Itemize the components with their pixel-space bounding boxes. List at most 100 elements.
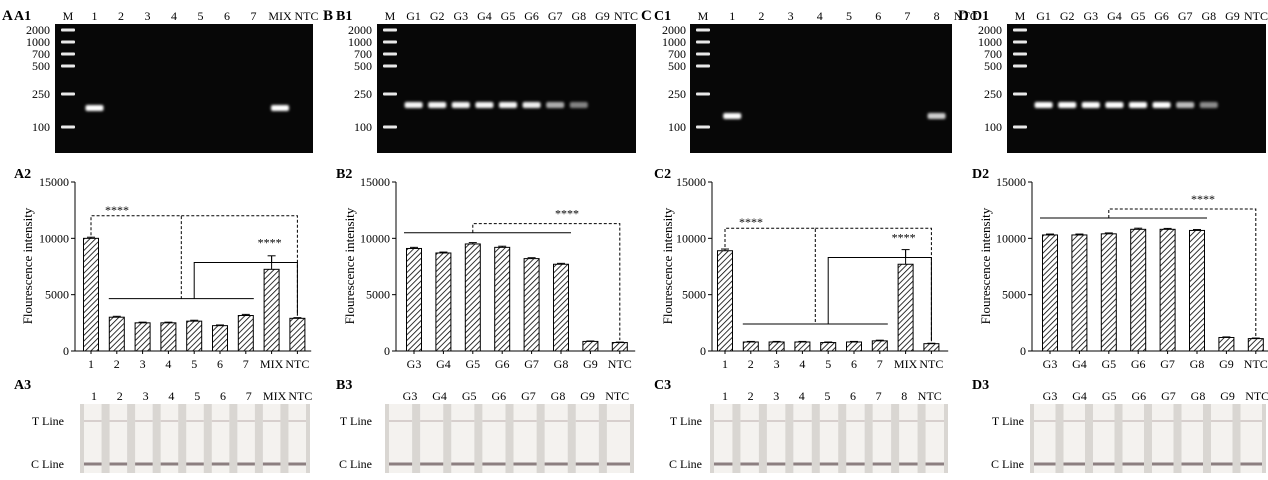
ladder-band bbox=[61, 40, 75, 44]
c-line-mark bbox=[211, 462, 230, 466]
significance-label: **** bbox=[555, 207, 579, 221]
ladder-band bbox=[1013, 64, 1027, 68]
ladder-label: 700 bbox=[354, 47, 372, 61]
strip-lane-label: 2 bbox=[117, 389, 123, 403]
t-line-mark bbox=[1063, 420, 1085, 422]
x-tick-label: 6 bbox=[851, 357, 857, 371]
y-tick-label: 0 bbox=[384, 344, 390, 358]
ladder-band bbox=[696, 64, 710, 68]
ladder-band bbox=[696, 92, 710, 96]
strip-label: A3 bbox=[14, 378, 31, 393]
gel-lane-label: G5 bbox=[1131, 9, 1146, 23]
gel-band bbox=[1176, 102, 1195, 108]
ladder-label: 1000 bbox=[662, 35, 686, 49]
x-tick-label: 3 bbox=[774, 357, 780, 371]
strip-label: B3 bbox=[336, 378, 352, 393]
strip-lane-label: G8 bbox=[1191, 389, 1206, 403]
ladder-label: 500 bbox=[668, 59, 686, 73]
y-axis-title: Flourescence intensity bbox=[978, 207, 993, 324]
chart-label: A2 bbox=[14, 167, 31, 182]
gel-lane-label: G3 bbox=[453, 9, 468, 23]
c-line-mark bbox=[262, 462, 281, 466]
strip-lane-label: G7 bbox=[1161, 389, 1176, 403]
bar bbox=[160, 322, 177, 352]
ladder-label: 1000 bbox=[348, 35, 372, 49]
c-line-mark bbox=[109, 462, 128, 466]
significance-bracket bbox=[472, 223, 621, 341]
ladder-band bbox=[1013, 52, 1027, 56]
t-line-mark bbox=[544, 420, 568, 422]
gel-lane-label: G4 bbox=[477, 9, 492, 23]
significance-label: **** bbox=[1191, 192, 1215, 206]
gel-lane-label: G3 bbox=[1083, 9, 1098, 23]
strip-lane-label: G9 bbox=[580, 389, 595, 403]
strip-lane-label: 4 bbox=[799, 389, 805, 403]
strip-lane-label: NTC bbox=[605, 389, 629, 403]
c-line-mark bbox=[544, 462, 568, 466]
x-tick-label: 2 bbox=[748, 357, 754, 371]
ladder-band bbox=[383, 92, 397, 96]
gel-band bbox=[1105, 102, 1124, 108]
t-line-mark bbox=[925, 420, 944, 422]
ladder-label: 250 bbox=[984, 87, 1002, 101]
strip-lane-label: 7 bbox=[876, 389, 882, 403]
gel-lane-label: G9 bbox=[1225, 9, 1240, 23]
bar bbox=[134, 322, 151, 352]
t-line-mark bbox=[109, 420, 128, 422]
strip-lane-label: 3 bbox=[773, 389, 779, 403]
strip-label: D3 bbox=[972, 378, 989, 393]
strip-lane-label: MIX bbox=[263, 389, 287, 403]
ladder-band bbox=[383, 52, 397, 56]
t-line-mark bbox=[211, 420, 230, 422]
gel-lane-label: G7 bbox=[1178, 9, 1193, 23]
gel-label: C1 bbox=[654, 9, 671, 24]
panel-letter-b: B bbox=[323, 8, 333, 24]
x-tick-label: G3 bbox=[407, 357, 422, 371]
gel-lane-label: 2 bbox=[118, 9, 124, 23]
gel-band bbox=[927, 113, 946, 119]
ladder-label: 700 bbox=[32, 47, 50, 61]
bar bbox=[435, 252, 452, 352]
x-tick-label: G7 bbox=[1160, 357, 1175, 371]
c-line-mark bbox=[135, 462, 153, 466]
y-tick-label: 5000 bbox=[1002, 288, 1026, 302]
bar-chart-d2: D2 0 5000 10000 15000 Flourescence intensity G… bbox=[972, 167, 1268, 371]
x-tick-label: G5 bbox=[465, 357, 480, 371]
ladder-label: 2000 bbox=[26, 23, 50, 37]
strip-lane-label: 5 bbox=[824, 389, 830, 403]
c-line-mark bbox=[766, 462, 786, 466]
strip-lane-label: 1 bbox=[91, 389, 97, 403]
x-tick-label: G7 bbox=[524, 357, 539, 371]
bar bbox=[717, 250, 733, 352]
t-line-label: T Line bbox=[670, 414, 702, 428]
chart-label: B2 bbox=[336, 167, 352, 182]
x-tick-label: 3 bbox=[140, 357, 146, 371]
chart-label: C2 bbox=[654, 167, 671, 182]
c-line-mark bbox=[160, 462, 179, 466]
c-line-mark bbox=[237, 462, 255, 466]
bar bbox=[1042, 234, 1058, 352]
x-tick-label: NTC bbox=[1244, 357, 1268, 371]
x-tick-label: MIX bbox=[260, 357, 284, 371]
c-line-mark bbox=[186, 462, 204, 466]
bar bbox=[582, 340, 599, 352]
y-tick-label: 15000 bbox=[996, 175, 1026, 189]
c-line-mark bbox=[482, 462, 506, 466]
ladder-band bbox=[383, 40, 397, 44]
gel-band bbox=[85, 105, 104, 111]
t-line-label: T Line bbox=[340, 414, 372, 428]
ladder-label: 100 bbox=[354, 120, 372, 134]
c-line-mark bbox=[899, 462, 918, 466]
strip-lane-label: G5 bbox=[462, 389, 477, 403]
test-strip-panel-c3: C3 1 2 3 4 5 6 7 8 NTC T Line C Line bbox=[654, 378, 948, 473]
x-tick-label: 5 bbox=[825, 357, 831, 371]
ladder-label: 100 bbox=[32, 120, 50, 134]
bar bbox=[820, 342, 837, 352]
significance-bracket bbox=[1108, 208, 1257, 337]
ladder-band bbox=[696, 40, 710, 44]
